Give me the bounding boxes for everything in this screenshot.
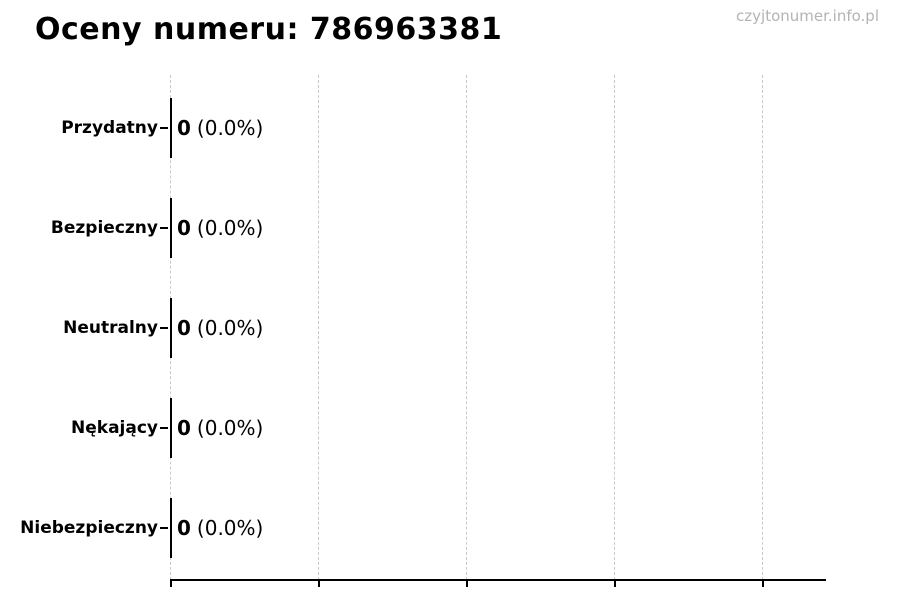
category-row: Neutralny 0 (0.0%) (0, 278, 900, 378)
category-rows: Przydatny 0 (0.0%) Bezpieczny 0 (0.0%) N… (0, 78, 900, 578)
bar (170, 498, 172, 558)
category-row: Nękający 0 (0.0%) (0, 378, 900, 478)
category-row: Niebezpieczny 0 (0.0%) (0, 478, 900, 578)
x-axis-tick (762, 581, 764, 587)
gridline-vertical (466, 75, 467, 580)
x-axis-tick (318, 581, 320, 587)
x-axis-line (170, 579, 826, 581)
value-count: 0 (177, 416, 191, 440)
value-count: 0 (177, 516, 191, 540)
bar (170, 298, 172, 358)
value-count: 0 (177, 316, 191, 340)
watermark-site-label: czyjtonumer.info.pl (736, 7, 879, 25)
y-axis-tick (160, 527, 168, 529)
value-percent: (0.0%) (196, 116, 264, 140)
value-percent: (0.0%) (196, 416, 264, 440)
y-axis-tick (160, 227, 168, 229)
bar (170, 398, 172, 458)
gridline-vertical (762, 75, 763, 580)
category-label: Niebezpieczny (20, 518, 158, 538)
y-axis-tick (160, 327, 168, 329)
chart-title: Oceny numeru: 786963381 (35, 12, 503, 47)
category-label: Nękający (71, 418, 158, 438)
bar (170, 198, 172, 258)
value-annotation: 0 (0.0%) (177, 278, 263, 378)
value-count: 0 (177, 216, 191, 240)
bar (170, 98, 172, 158)
category-label: Przydatny (61, 118, 158, 138)
gridline-vertical (318, 75, 319, 580)
value-count: 0 (177, 116, 191, 140)
value-annotation: 0 (0.0%) (177, 178, 263, 278)
y-axis-tick (160, 127, 168, 129)
category-label: Neutralny (63, 318, 158, 338)
category-label: Bezpieczny (50, 218, 158, 238)
x-axis-tick (466, 581, 468, 587)
category-row: Bezpieczny 0 (0.0%) (0, 178, 900, 278)
value-percent: (0.0%) (196, 216, 264, 240)
category-row: Przydatny 0 (0.0%) (0, 78, 900, 178)
gridline-vertical (614, 75, 615, 580)
value-annotation: 0 (0.0%) (177, 78, 263, 178)
x-axis-tick (170, 581, 172, 587)
x-axis-tick (614, 581, 616, 587)
value-percent: (0.0%) (196, 516, 264, 540)
value-percent: (0.0%) (196, 316, 264, 340)
value-annotation: 0 (0.0%) (177, 378, 263, 478)
value-annotation: 0 (0.0%) (177, 478, 263, 578)
y-axis-tick (160, 427, 168, 429)
